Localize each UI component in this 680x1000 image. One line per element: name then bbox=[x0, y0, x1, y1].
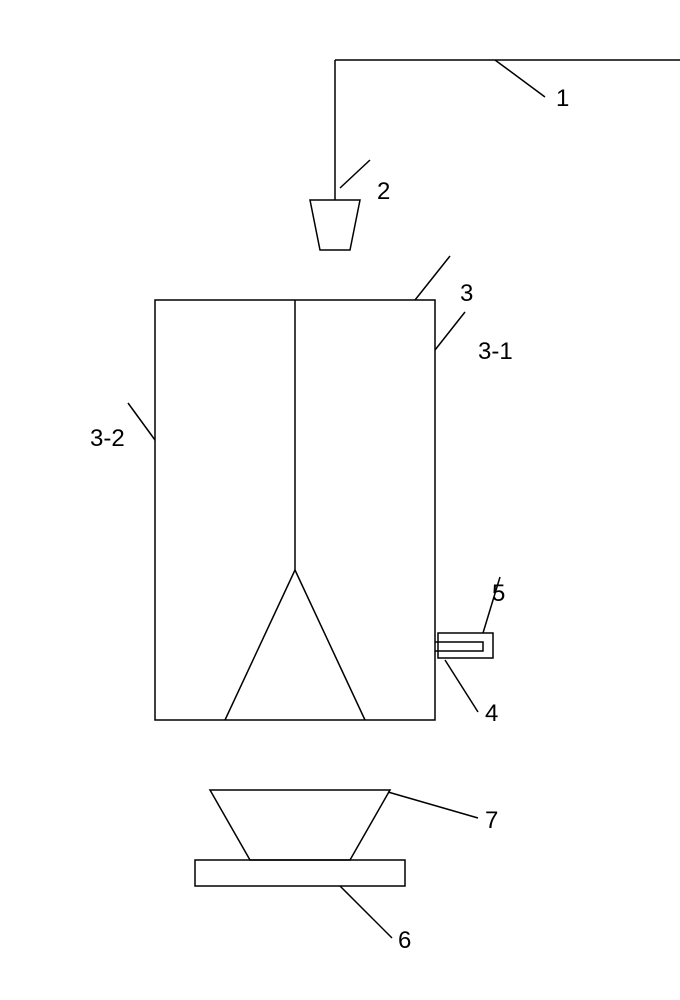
inner-v-left bbox=[225, 570, 295, 720]
leader-3-2 bbox=[128, 403, 155, 440]
bottom-funnel bbox=[210, 790, 390, 860]
label-3: 3 bbox=[460, 280, 473, 308]
leader-7 bbox=[388, 792, 478, 818]
leader-4 bbox=[445, 660, 478, 712]
label-5: 5 bbox=[492, 580, 505, 608]
label-6: 6 bbox=[398, 927, 411, 955]
top-funnel bbox=[310, 200, 360, 250]
bottom-bar bbox=[195, 860, 405, 886]
inner-v-right bbox=[295, 570, 365, 720]
label-4: 4 bbox=[485, 700, 498, 728]
leader-3 bbox=[415, 256, 450, 300]
label-3-1: 3-1 bbox=[478, 338, 513, 366]
label-2: 2 bbox=[377, 178, 390, 206]
label-7: 7 bbox=[485, 807, 498, 835]
outlet-inner bbox=[435, 642, 483, 651]
outlet-outer bbox=[438, 633, 493, 658]
leader-6 bbox=[340, 886, 392, 938]
leader-2 bbox=[340, 160, 370, 188]
label-1: 1 bbox=[556, 85, 569, 113]
leader-1 bbox=[495, 60, 545, 97]
leader-3-1 bbox=[435, 312, 465, 350]
label-3-2: 3-2 bbox=[90, 425, 125, 453]
schematic-svg bbox=[0, 0, 680, 1000]
